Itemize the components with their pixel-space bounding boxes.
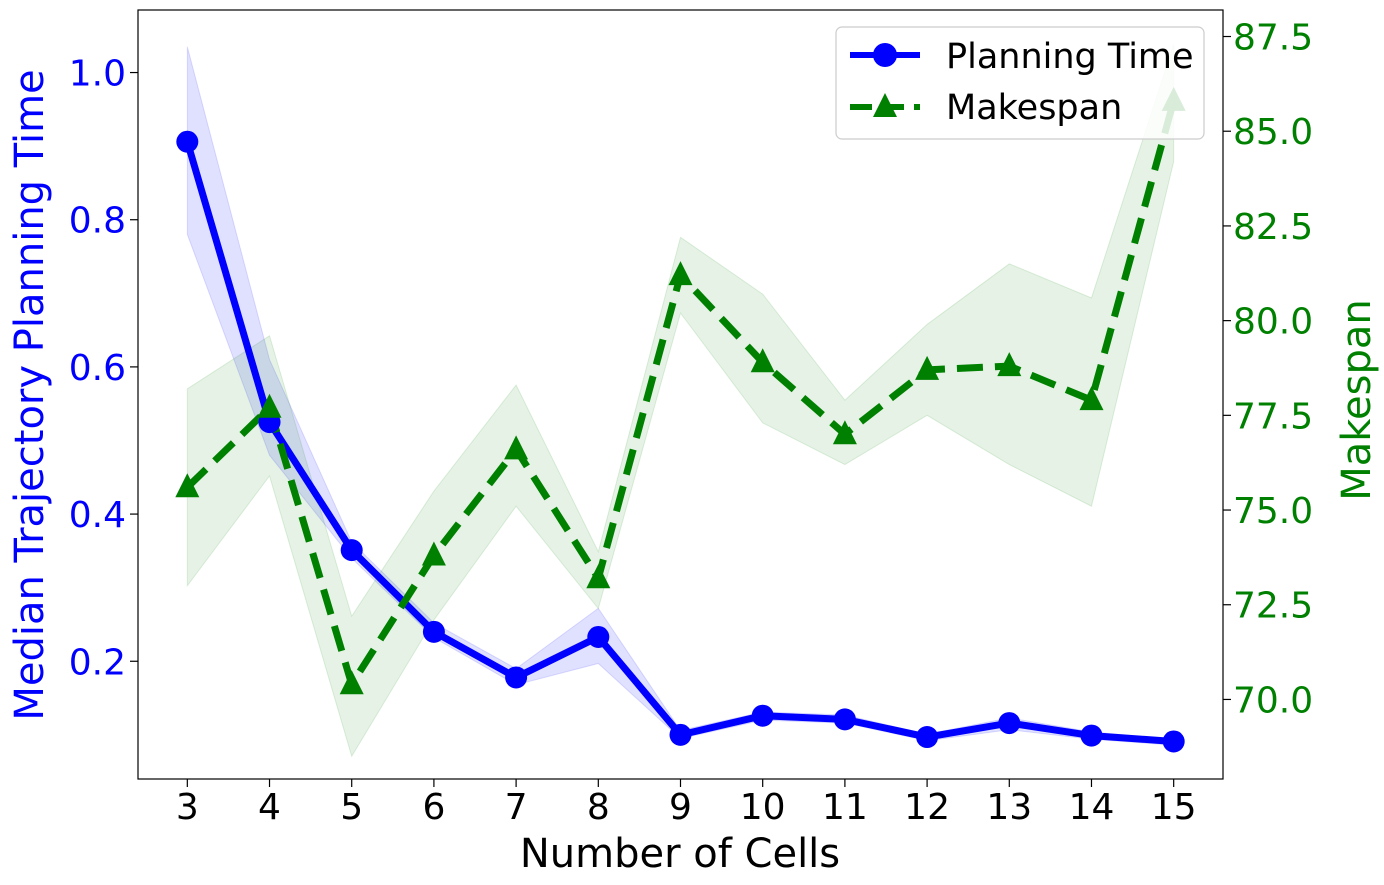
makespan-point (421, 541, 446, 566)
planning-time-point (751, 704, 774, 727)
legend-makespan-marker (873, 93, 897, 117)
x-tick-label: 13 (986, 787, 1032, 828)
planning-time-point (998, 712, 1021, 735)
right-y-tick-label: 70.0 (1233, 680, 1313, 721)
x-tick-label: 5 (340, 787, 363, 828)
x-tick-label: 4 (258, 787, 281, 828)
x-tick-label: 15 (1151, 787, 1197, 828)
left-y-tick-label: 0.6 (69, 348, 126, 389)
makespan-point (832, 420, 857, 445)
x-tick-label: 9 (669, 787, 692, 828)
x-tick-label: 3 (176, 787, 199, 828)
x-tick-label: 10 (740, 787, 786, 828)
planning-time-point (422, 620, 445, 643)
planning-time-point (833, 708, 856, 731)
legend: Planning Time Makespan (835, 26, 1205, 140)
x-tick-label: 11 (822, 787, 868, 828)
right-y-tick-label: 80.0 (1233, 302, 1313, 343)
makespan-band (186, 43, 1175, 758)
x-tick-label: 7 (505, 787, 528, 828)
right-y-tick-label: 72.5 (1233, 586, 1313, 627)
legend-planning-label: Planning Time (946, 37, 1194, 77)
right-y-tick-label: 75.0 (1233, 491, 1313, 532)
right-y-tick-label: 82.5 (1233, 207, 1313, 248)
x-tick-label: 8 (587, 787, 610, 828)
planning-time-point (340, 539, 363, 562)
planning-time-point (1080, 724, 1103, 747)
makespan-point (997, 352, 1022, 377)
legend-makespan-label: Makespan (946, 88, 1122, 128)
planning-time-point (587, 625, 610, 648)
left-y-tick-label: 0.8 (69, 201, 126, 242)
left-y-axis-label: Median Trajectory Planning Time (7, 69, 53, 720)
planning-time-point (505, 666, 528, 689)
right-y-tick-label: 87.5 (1233, 18, 1313, 59)
x-tick-label: 6 (422, 787, 445, 828)
series-markers (175, 86, 1186, 753)
legend-box (835, 26, 1205, 140)
makespan-point (175, 473, 200, 498)
makespan-point (586, 564, 611, 589)
planning-time-point (916, 726, 939, 749)
makespan-point (668, 261, 693, 286)
x-axis-ticks: 3 4 5 6 7 8 9 10 11 12 13 14 15 (176, 779, 1197, 828)
makespan-point (750, 348, 775, 373)
legend-planning-marker (873, 43, 897, 67)
planning-time-point (1162, 730, 1185, 753)
left-y-axis-ticks: 0.2 0.4 0.6 0.8 1.0 (69, 54, 138, 683)
left-y-tick-label: 0.2 (69, 642, 126, 683)
confidence-bands (186, 43, 1175, 758)
makespan-point (339, 670, 364, 695)
planning-time-point (176, 130, 199, 153)
x-axis-label: Number of Cells (520, 831, 840, 877)
right-y-tick-label: 77.5 (1233, 396, 1313, 437)
makespan-point (504, 435, 529, 460)
makespan-point (257, 393, 282, 418)
planning-time-point (669, 723, 692, 746)
makespan-point (915, 355, 940, 380)
right-y-tick-label: 85.0 (1233, 112, 1313, 153)
right-y-axis-label: Makespan (1334, 299, 1380, 500)
left-y-tick-label: 1.0 (69, 54, 126, 95)
x-tick-label: 12 (904, 787, 950, 828)
x-tick-label: 14 (1069, 787, 1115, 828)
makespan-point (1079, 386, 1104, 411)
right-y-axis-ticks: 70.0 72.5 75.0 77.5 80.0 82.5 85.0 87.5 (1223, 18, 1313, 721)
left-y-tick-label: 0.4 (69, 495, 126, 536)
